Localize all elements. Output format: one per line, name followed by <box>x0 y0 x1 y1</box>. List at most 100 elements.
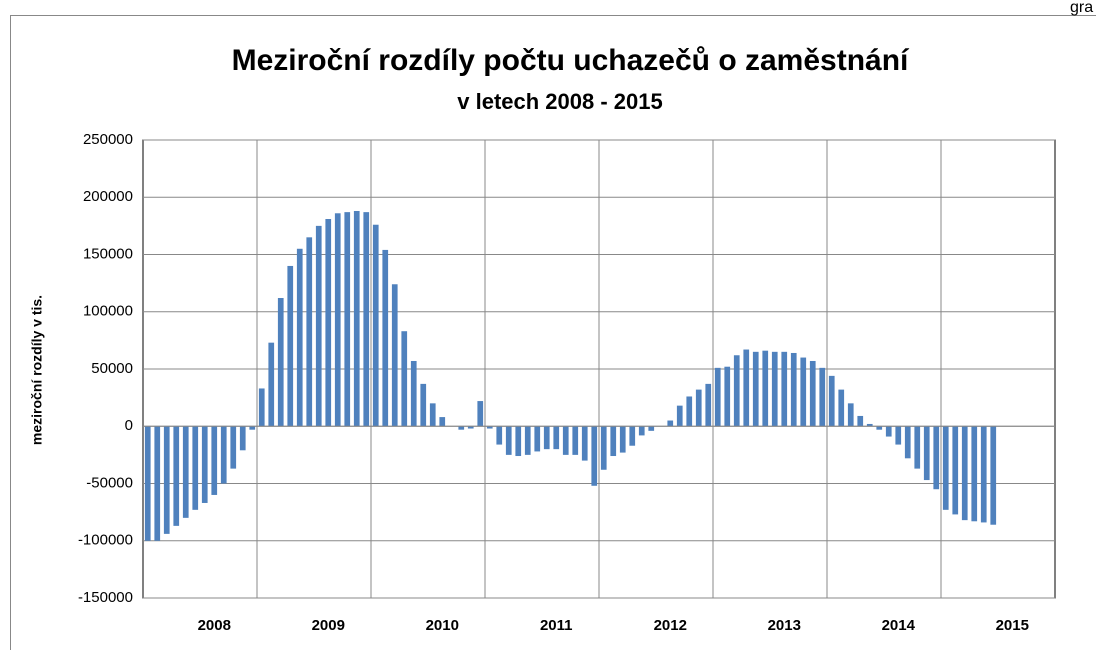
bar <box>230 426 236 468</box>
bar <box>164 426 170 534</box>
bar <box>534 426 540 451</box>
bar <box>724 367 730 427</box>
bar <box>259 388 265 426</box>
bar <box>335 213 341 426</box>
bar <box>145 426 151 541</box>
bar <box>781 352 787 426</box>
bar <box>420 384 426 426</box>
y-tick-label: 50000 <box>91 360 133 377</box>
bar <box>629 426 635 445</box>
bar <box>411 361 417 426</box>
bar <box>743 350 749 427</box>
bar <box>734 355 740 426</box>
bar <box>316 226 322 426</box>
bar <box>924 426 930 480</box>
bar <box>639 426 645 435</box>
bar <box>278 298 284 426</box>
bar <box>943 426 949 510</box>
bar <box>895 426 901 444</box>
bar <box>848 403 854 426</box>
bar <box>221 426 227 483</box>
bar <box>800 358 806 427</box>
bar <box>392 284 398 426</box>
bar <box>563 426 569 455</box>
bar <box>667 421 673 427</box>
bar <box>325 219 331 426</box>
bar <box>287 266 293 426</box>
bar <box>506 426 512 455</box>
bar <box>962 426 968 520</box>
bar <box>696 390 702 427</box>
bar <box>582 426 588 460</box>
bar <box>192 426 198 510</box>
bar <box>240 426 246 450</box>
x-tick-label: 2015 <box>996 617 1029 634</box>
bar <box>981 426 987 522</box>
bar <box>591 426 597 486</box>
bar <box>553 426 559 449</box>
y-tick-label: 200000 <box>83 188 133 205</box>
x-tick-label: 2014 <box>882 617 916 634</box>
x-tick-label: 2012 <box>654 617 687 634</box>
bar <box>952 426 958 514</box>
bar <box>458 426 464 429</box>
y-tick-label: -50000 <box>86 474 133 491</box>
bar <box>914 426 920 468</box>
y-tick-label: 150000 <box>83 245 133 262</box>
bar <box>819 368 825 426</box>
bar <box>268 343 274 427</box>
bar <box>430 403 436 426</box>
x-tick-label: 2011 <box>540 617 573 634</box>
bar <box>496 426 502 444</box>
bar <box>772 352 778 426</box>
y-tick-label: 100000 <box>83 303 133 320</box>
bar <box>183 426 189 518</box>
bar <box>990 426 996 524</box>
bar <box>857 416 863 426</box>
y-axis-label: meziroční rozdíly v tis. <box>29 295 45 445</box>
bar <box>354 211 360 426</box>
bar <box>344 212 350 426</box>
bar <box>905 426 911 458</box>
x-tick-label: 2013 <box>768 617 801 634</box>
bar <box>373 225 379 427</box>
chart-title: Meziroční rozdíly počtu uchazečů o zaměs… <box>232 44 910 77</box>
bar <box>382 250 388 426</box>
bar <box>601 426 607 470</box>
bar <box>249 426 255 429</box>
bar <box>715 368 721 426</box>
x-tick-label: 2009 <box>312 617 345 634</box>
bar <box>610 426 616 456</box>
bar <box>810 361 816 426</box>
bar <box>677 406 683 427</box>
bar <box>477 401 483 426</box>
bar <box>791 353 797 426</box>
y-tick-label: -150000 <box>78 589 133 606</box>
y-tick-label: 0 <box>125 417 133 434</box>
bar <box>762 351 768 427</box>
bar <box>202 426 208 503</box>
bar <box>705 384 711 426</box>
bar <box>515 426 521 456</box>
bar <box>544 426 550 449</box>
bar <box>401 331 407 426</box>
bar <box>886 426 892 436</box>
bar <box>306 237 312 426</box>
bar <box>933 426 939 489</box>
bar <box>876 426 882 429</box>
bar <box>363 212 369 426</box>
bar <box>838 390 844 427</box>
bar <box>154 426 160 541</box>
bar <box>971 426 977 521</box>
bar <box>753 352 759 426</box>
corner-text: gra <box>1070 0 1093 16</box>
y-tick-label: -100000 <box>78 532 133 549</box>
y-tick-label: 250000 <box>83 131 133 148</box>
bar <box>829 376 835 426</box>
chart-subtitle: v letech 2008 - 2015 <box>457 89 662 114</box>
bar <box>525 426 531 455</box>
bar <box>439 417 445 426</box>
bar <box>572 426 578 455</box>
bar <box>648 426 654 431</box>
